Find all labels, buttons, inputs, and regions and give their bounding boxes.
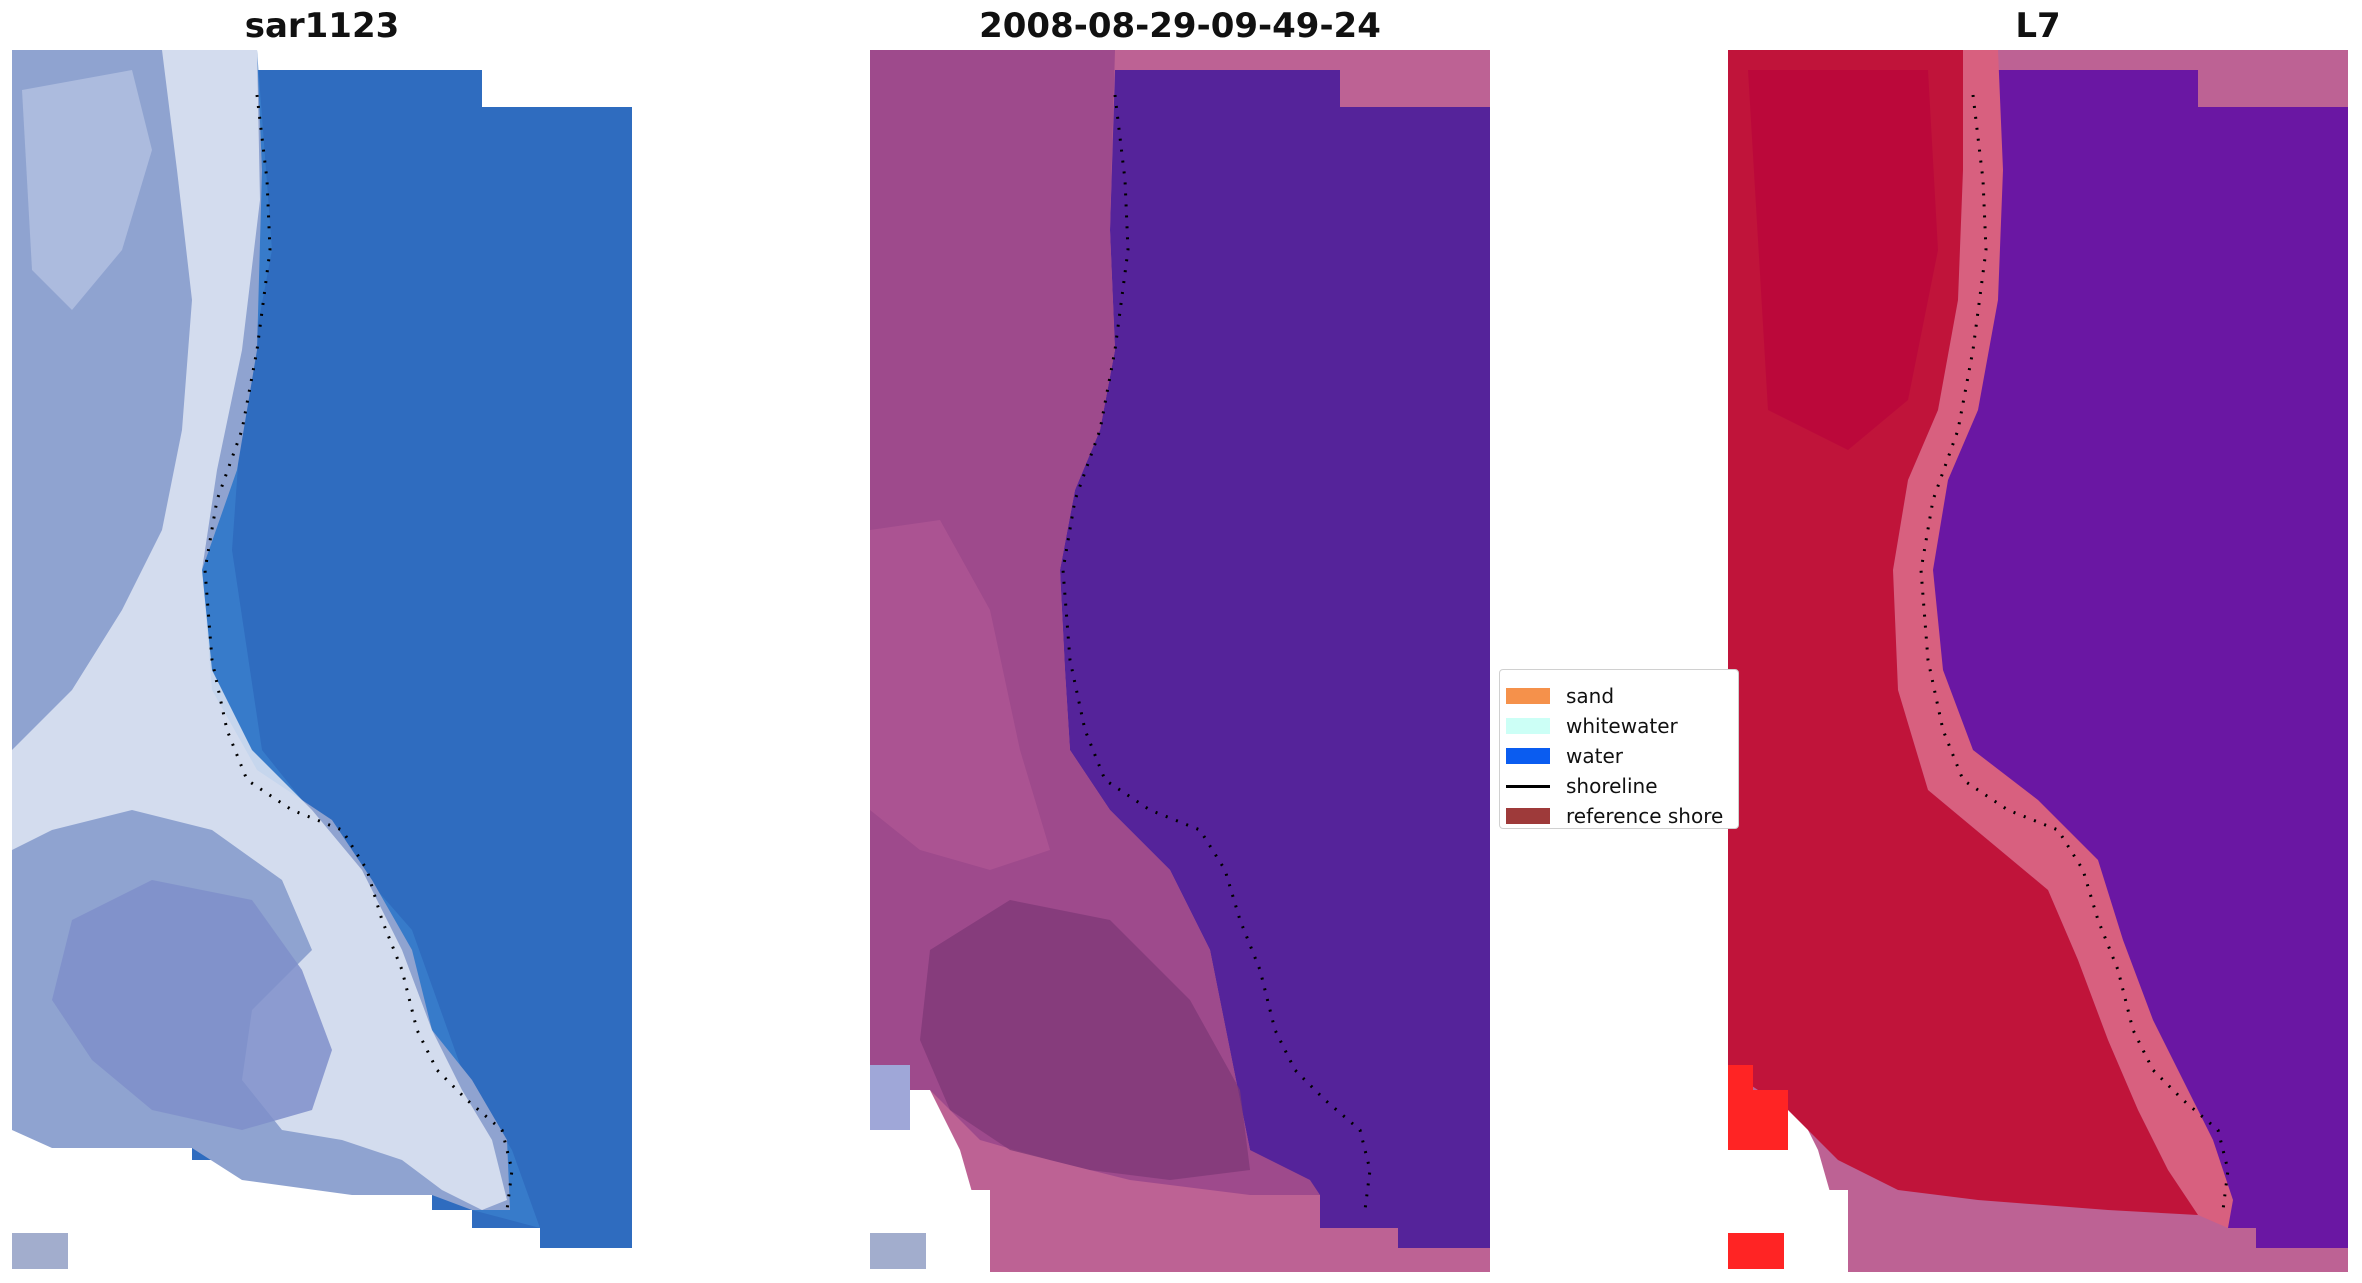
- legend-item-reference-shore: reference shore: [1506, 802, 1724, 828]
- rgb-surf-band: [12, 50, 507, 1210]
- sand-swatch: [1506, 688, 1550, 704]
- rgb-inland-light: [22, 70, 152, 310]
- reference-shore-swatch: [1506, 808, 1550, 824]
- shoreline-swatch: [1506, 784, 1550, 788]
- rgb-corner-block: [12, 1233, 68, 1269]
- whitewater-swatch: [1506, 718, 1550, 734]
- classified-image: [870, 50, 1490, 1272]
- index-surf-band: [1893, 50, 2233, 1228]
- legend-item-shoreline: shoreline: [1506, 772, 1658, 800]
- legend: sand whitewater water shoreline referenc…: [1499, 669, 1739, 829]
- index-water-area: [1918, 70, 2348, 1248]
- index-image: [1728, 50, 2348, 1272]
- panel-title-index: L7: [2015, 6, 2061, 46]
- classified-land-light: [870, 520, 1050, 870]
- panel-title-rgb: sar1123: [244, 6, 400, 46]
- legend-label-water: water: [1566, 744, 1623, 768]
- classified-water-area: [1060, 70, 1490, 1248]
- classified-edge-block: [870, 1065, 910, 1130]
- rgb-image: [12, 50, 632, 1269]
- classified-land-dark: [920, 900, 1250, 1180]
- index-corner-block: [1728, 1233, 1784, 1269]
- legend-item-water: water: [1506, 742, 1623, 770]
- index-edge-block: [1728, 1065, 1788, 1150]
- legend-label-whitewater: whitewater: [1566, 714, 1678, 738]
- panel-title-classified: 2008-08-29-09-49-24: [979, 6, 1381, 46]
- water-swatch: [1506, 748, 1550, 764]
- legend-item-sand: sand: [1506, 682, 1614, 710]
- classified-image-panel: [870, 50, 1490, 1272]
- classified-corner-block: [870, 1233, 926, 1269]
- legend-label-reference-shore: reference shore: [1566, 804, 1724, 828]
- legend-item-whitewater: whitewater: [1506, 712, 1678, 740]
- legend-label-shoreline: shoreline: [1566, 774, 1658, 798]
- rgb-image-panel: [12, 50, 632, 1272]
- index-image-panel: [1728, 50, 2348, 1272]
- classified-land-area: [870, 50, 1320, 1195]
- rgb-inland-dark: [52, 880, 332, 1130]
- legend-label-sand: sand: [1566, 684, 1615, 708]
- index-land-dark: [1748, 70, 1938, 450]
- classified-white-wedge: [870, 1090, 980, 1272]
